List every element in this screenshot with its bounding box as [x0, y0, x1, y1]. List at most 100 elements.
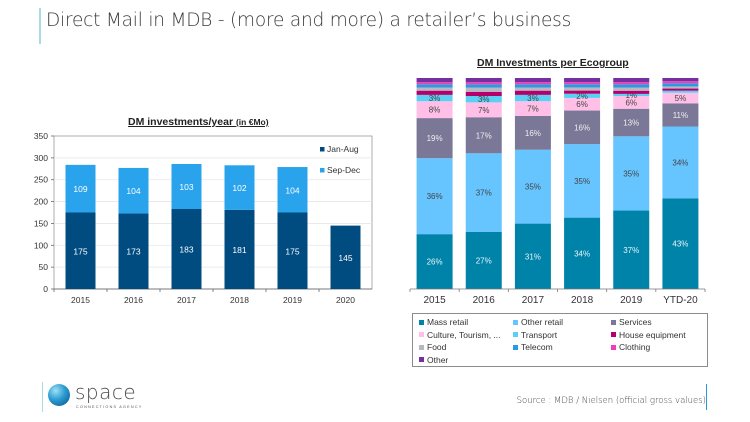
- source-accent-bar: [706, 384, 707, 410]
- y-tick-label: 200: [34, 197, 48, 207]
- legend-label: Jan-Aug: [327, 144, 359, 154]
- bar-sep-dec: [171, 163, 202, 210]
- chart1-title-unit: (in €Mo): [235, 117, 269, 127]
- data-label: 31%: [525, 252, 541, 261]
- legend-label: Other: [427, 354, 449, 365]
- title-accent-bar: [39, 8, 41, 44]
- legend-swatch: [320, 168, 325, 173]
- segment-other: [662, 78, 699, 82]
- segment-telecom: [662, 83, 699, 87]
- data-label: 173: [126, 247, 140, 257]
- legend-item: Other: [419, 355, 448, 365]
- segment-other-retail: [564, 144, 601, 218]
- segment-telecom: [613, 84, 650, 88]
- data-label: 102: [232, 183, 246, 193]
- data-label: 26%: [427, 258, 443, 267]
- segment-telecom: [465, 84, 502, 88]
- globe-s-icon: [48, 384, 70, 406]
- x-tick-label: 2018: [571, 295, 594, 306]
- segment-transport: [514, 94, 551, 102]
- data-label: 35%: [623, 169, 639, 178]
- bar-sep-dec: [224, 165, 255, 210]
- legend-swatch: [611, 319, 616, 325]
- segment-mass-retail: [465, 231, 502, 289]
- segment-house-equipment: [514, 90, 551, 95]
- segment-services: [564, 110, 601, 145]
- legend-swatch: [419, 332, 424, 337]
- segment-food: [514, 87, 551, 91]
- legend-item: House equipment: [611, 330, 686, 340]
- page-title: Direct Mail in MDB - (more and more) a r…: [46, 10, 572, 31]
- data-label: 27%: [476, 256, 492, 265]
- data-label: 43%: [672, 240, 688, 249]
- bar-sep-dec: [65, 164, 96, 213]
- segment-food: [662, 86, 699, 89]
- legend-label: Food: [427, 342, 447, 352]
- legend-label: Sep-Dec: [327, 165, 361, 175]
- data-label: 13%: [623, 119, 639, 128]
- data-label: 7%: [527, 105, 539, 114]
- legend-label: Telecom: [521, 342, 553, 352]
- legend-item: Services: [611, 317, 652, 327]
- segment-other: [416, 78, 453, 83]
- segment-transport: [416, 94, 453, 102]
- segment-food: [613, 87, 650, 91]
- bar-jan-aug: [224, 209, 255, 289]
- chart1-dm-investments-year: 0 50 100 150 200 250 300 350 2015 175 109 2016 173 10…: [34, 131, 373, 305]
- segment-other: [564, 78, 601, 83]
- x-tick-label: 2019: [620, 295, 643, 306]
- bar-jan-aug: [171, 209, 202, 289]
- data-label: 109: [73, 184, 87, 194]
- data-label: 104: [285, 185, 299, 195]
- data-label: 37%: [623, 246, 639, 255]
- x-tick-label: 2017: [177, 295, 196, 305]
- segment-other: [465, 78, 502, 83]
- data-label: 17%: [476, 131, 492, 140]
- bar-jan-aug: [118, 213, 149, 289]
- x-tick-label: 2017: [522, 295, 545, 306]
- segment-culture-tourism: [416, 101, 453, 119]
- y-tick-label: 300: [34, 153, 48, 163]
- segment-house-equipment: [613, 90, 650, 94]
- chart2-legend: Mass retail Other retail Services Culture, …: [412, 313, 708, 367]
- legend-label: Clothing: [619, 342, 651, 352]
- y-tick-label: 150: [34, 218, 48, 228]
- data-label: 8%: [429, 106, 441, 115]
- logo-wordmark: space: [75, 380, 137, 404]
- legend-swatch: [513, 332, 518, 337]
- space-logo: space CONNECTIONS AGENCY: [42, 380, 162, 414]
- segment-services: [662, 103, 699, 127]
- segment-house-equipment: [662, 88, 699, 91]
- data-label: 103: [179, 182, 193, 192]
- x-tick-label: 2016: [473, 295, 496, 306]
- legend-label: Services: [619, 317, 652, 327]
- legend-item: Telecom: [513, 342, 553, 352]
- x-tick-label: 2020: [336, 295, 355, 305]
- legend-swatch: [419, 319, 424, 325]
- data-label: 183: [179, 245, 193, 255]
- segment-clothing: [514, 82, 551, 85]
- segment-other: [514, 78, 551, 83]
- data-label: 175: [285, 246, 299, 256]
- legend-item: Transport: [513, 330, 557, 340]
- data-label: 35%: [525, 183, 541, 192]
- data-label: 104: [126, 186, 140, 196]
- data-label: 3%: [429, 94, 441, 103]
- bar-sep-dec: [277, 167, 308, 213]
- segment-culture-tourism: [613, 96, 650, 109]
- x-tick-label: 2015: [423, 295, 446, 306]
- data-label: 3%: [527, 94, 539, 103]
- segment-culture-tourism: [662, 92, 699, 104]
- data-label: 19%: [427, 134, 443, 143]
- legend-label: House equipment: [619, 329, 686, 340]
- y-tick-label: 100: [34, 240, 48, 250]
- segment-services: [416, 118, 453, 159]
- segment-mass-retail: [416, 234, 453, 289]
- legend-swatch: [513, 319, 518, 325]
- segment-clothing: [465, 82, 502, 85]
- segment-house-equipment: [564, 90, 601, 94]
- logo-accent-bar: [42, 382, 43, 412]
- legend-swatch: [320, 147, 325, 152]
- chart2-dm-investments-ecogroup: 26% 36% 19% 8% 3% 2015 27% 37% 17% 7% 3% 2016 31% 35%…: [409, 78, 706, 306]
- segment-services: [465, 117, 502, 154]
